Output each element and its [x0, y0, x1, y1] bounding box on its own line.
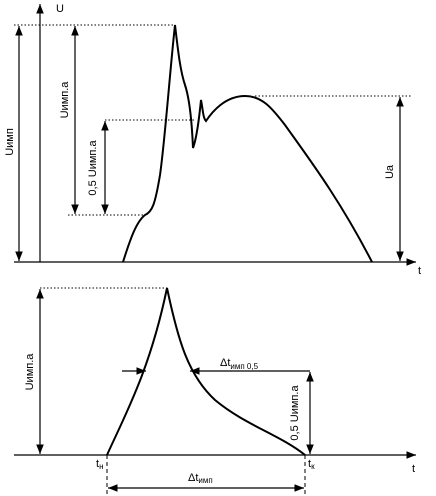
label-sub: имп [198, 476, 212, 485]
time-label: tн [96, 458, 103, 471]
dimension-label: Uимп [4, 128, 16, 156]
axis-label: U [56, 3, 64, 15]
signal-curve [122, 24, 373, 263]
label-sub: имп 0,5 [230, 362, 258, 371]
dimension-label: 0,5 Uимп.а [87, 140, 99, 196]
axis-label: t [418, 265, 421, 277]
label-main: t [96, 458, 99, 470]
dimension-label: Uимп.а [59, 81, 71, 119]
dimension-label: Ua [384, 164, 396, 179]
dimension-label: 0,5 Uимп.а [289, 385, 301, 441]
label-sub: н [99, 462, 103, 471]
time-label: tк [308, 458, 315, 471]
bottom-diagram: t Uимп.а Δtимп 0,5 0,5 Uимп.а tн tк Δtим… [14, 287, 416, 494]
label-sub: к [311, 462, 315, 471]
label-main: Δt [188, 472, 198, 484]
dimension-label: Δtимп [188, 472, 213, 485]
pulse-curve [106, 287, 306, 456]
label-main: Δt [220, 357, 230, 369]
axis-label: t [412, 463, 415, 475]
dimension-label: Uимп.а [24, 353, 36, 391]
top-diagram: U t Uимп Uимп.а 0,5 Uимп.а Ua [4, 3, 421, 277]
dimension-label: Δtимп 0,5 [220, 357, 259, 371]
label-main: t [308, 458, 311, 470]
